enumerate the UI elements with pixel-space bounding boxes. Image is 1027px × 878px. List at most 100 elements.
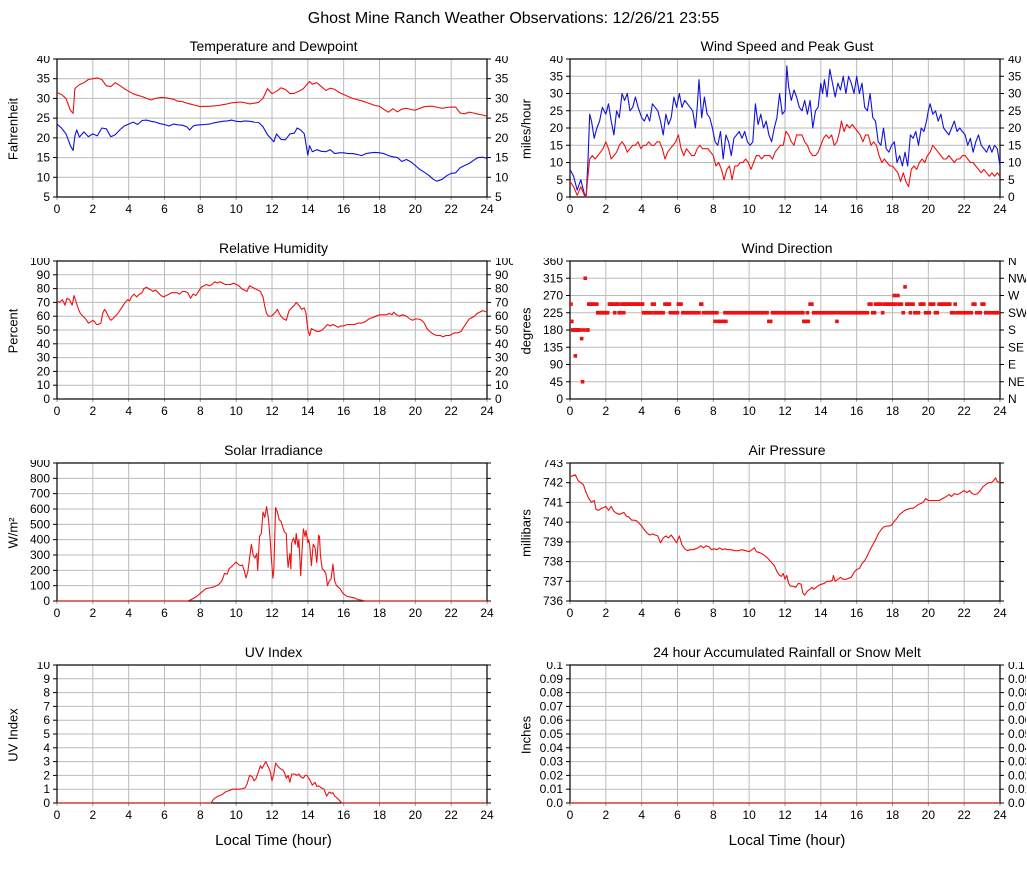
svg-text:0.0: 0.0 [546, 796, 563, 810]
svg-text:60: 60 [37, 309, 51, 323]
svg-text:0.02: 0.02 [1008, 768, 1026, 782]
svg-text:8: 8 [197, 808, 204, 822]
svg-text:90: 90 [550, 358, 564, 372]
svg-text:40: 40 [495, 56, 509, 66]
svg-text:10: 10 [37, 662, 51, 672]
svg-text:700: 700 [30, 487, 50, 501]
svg-text:0.03: 0.03 [540, 755, 564, 769]
svg-text:90: 90 [495, 268, 509, 282]
air-pressure-plot: 0 2 4 6 8 10 12 14 16 18 20 22 247367377387397407417… [543, 460, 1007, 620]
svg-text:20: 20 [922, 808, 936, 822]
svg-text:8: 8 [710, 606, 717, 620]
svg-text:2: 2 [602, 404, 609, 418]
svg-text:743: 743 [543, 460, 563, 470]
svg-text:4: 4 [638, 202, 645, 216]
chart-panel-uv-index: UV Index UV Index 0 2 4 6 8 10 12 14 16 18 20 22 24 0… [0, 642, 513, 862]
svg-text:16: 16 [850, 202, 864, 216]
svg-text:742: 742 [543, 476, 563, 490]
svg-text:12: 12 [265, 808, 279, 822]
svg-text:20: 20 [550, 121, 564, 135]
svg-text:9: 9 [43, 672, 50, 686]
svg-text:0.07: 0.07 [1008, 699, 1026, 713]
svg-text:6: 6 [674, 404, 681, 418]
svg-text:739: 739 [543, 535, 563, 549]
svg-text:16: 16 [337, 202, 351, 216]
svg-text:20: 20 [495, 131, 509, 145]
svg-text:70: 70 [37, 295, 51, 309]
svg-text:12: 12 [778, 202, 792, 216]
svg-text:24: 24 [993, 808, 1007, 822]
svg-text:24: 24 [993, 404, 1007, 418]
svg-text:20: 20 [409, 202, 423, 216]
svg-text:22: 22 [444, 808, 458, 822]
svg-text:22: 22 [957, 404, 971, 418]
solar-irradiance-plot: 0 2 4 6 8 10 12 14 16 18 20 22 240100200300400500600… [30, 460, 494, 620]
svg-text:14: 14 [301, 202, 315, 216]
svg-text:22: 22 [444, 404, 458, 418]
svg-text:0.08: 0.08 [1008, 686, 1026, 700]
y-axis-label: Fahrenheit [5, 97, 21, 161]
svg-text:5: 5 [43, 190, 50, 204]
svg-text:4: 4 [638, 404, 645, 418]
y-axis-label: Percent [5, 308, 21, 354]
svg-text:100: 100 [30, 258, 50, 268]
svg-text:30: 30 [37, 351, 51, 365]
svg-text:4: 4 [43, 741, 50, 755]
y-axis-label: UV Index [5, 708, 21, 762]
svg-text:6: 6 [161, 808, 168, 822]
svg-text:600: 600 [30, 502, 50, 516]
svg-text:0.04: 0.04 [540, 741, 564, 755]
svg-text:360: 360 [543, 258, 563, 268]
svg-text:6: 6 [161, 404, 168, 418]
svg-text:24: 24 [480, 606, 494, 620]
svg-text:8: 8 [197, 404, 204, 418]
svg-text:12: 12 [265, 202, 279, 216]
svg-text:20: 20 [37, 364, 51, 378]
svg-text:24: 24 [993, 202, 1007, 216]
svg-text:24: 24 [993, 606, 1007, 620]
svg-text:100: 100 [30, 579, 50, 593]
svg-text:30: 30 [495, 91, 509, 105]
svg-text:6: 6 [674, 202, 681, 216]
svg-text:15: 15 [37, 151, 51, 165]
svg-text:0: 0 [556, 190, 563, 204]
svg-text:14: 14 [814, 404, 828, 418]
svg-text:0: 0 [556, 392, 563, 406]
svg-text:8: 8 [710, 404, 717, 418]
svg-text:2: 2 [89, 202, 96, 216]
chart-panel-relative-humidity: Relative Humidity Percent 0 2 4 6 8 10 12 14 16 1… [0, 238, 514, 434]
svg-text:2: 2 [602, 808, 609, 822]
svg-text:741: 741 [543, 495, 563, 509]
svg-text:22: 22 [957, 808, 971, 822]
svg-text:60: 60 [495, 309, 509, 323]
svg-text:135: 135 [543, 340, 563, 354]
svg-text:10: 10 [495, 170, 509, 184]
svg-text:740: 740 [543, 515, 563, 529]
svg-text:18: 18 [886, 202, 900, 216]
svg-text:30: 30 [550, 87, 564, 101]
svg-text:80: 80 [495, 282, 509, 296]
svg-text:0.04: 0.04 [1008, 741, 1026, 755]
svg-text:4: 4 [638, 808, 645, 822]
svg-text:10: 10 [229, 606, 243, 620]
svg-text:500: 500 [30, 517, 50, 531]
svg-text:10: 10 [550, 156, 564, 170]
svg-text:14: 14 [814, 202, 828, 216]
svg-text:25: 25 [495, 111, 509, 125]
svg-text:0.07: 0.07 [540, 699, 564, 713]
svg-text:8: 8 [197, 606, 204, 620]
svg-text:0: 0 [54, 404, 61, 418]
svg-text:0: 0 [567, 808, 574, 822]
svg-text:N: N [1008, 258, 1017, 268]
svg-text:6: 6 [161, 202, 168, 216]
svg-text:4: 4 [125, 404, 132, 418]
svg-text:12: 12 [778, 404, 792, 418]
svg-text:0: 0 [567, 404, 574, 418]
svg-text:6: 6 [43, 713, 50, 727]
svg-text:8: 8 [710, 202, 717, 216]
chart-panel-wind-direction: Wind Direction degrees 0 2 4 6 8 10 12 14 16 18 20… [513, 238, 1027, 434]
